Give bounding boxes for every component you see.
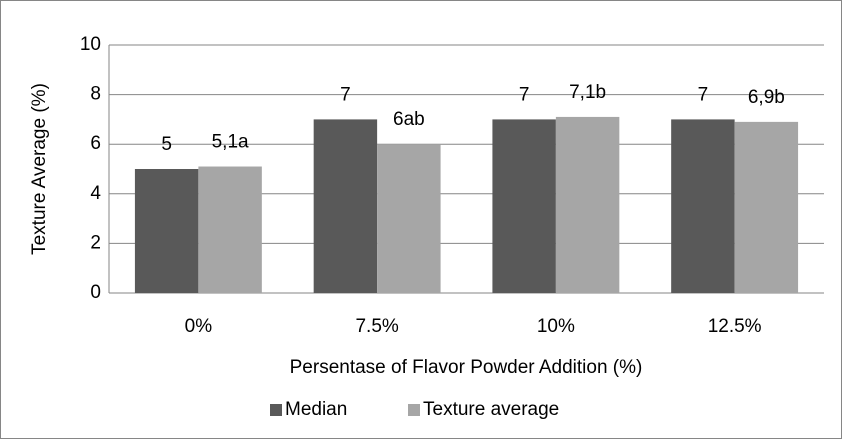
data-label: 7 xyxy=(340,84,351,105)
bar xyxy=(377,144,441,293)
legend-label: Median xyxy=(285,399,347,420)
bar xyxy=(734,121,799,293)
legend-swatch xyxy=(270,404,282,416)
x-tick-label: 0% xyxy=(185,316,213,337)
bar xyxy=(198,166,262,293)
y-tick-label: 2 xyxy=(90,232,101,253)
legend-label: Texture average xyxy=(423,399,559,420)
bar xyxy=(492,119,556,294)
y-tick-label: 6 xyxy=(90,133,101,154)
bar xyxy=(671,119,735,294)
x-tick-label: 12.5% xyxy=(708,316,762,337)
y-axis-title: Texture Average (%) xyxy=(29,83,50,255)
y-tick-label: 0 xyxy=(90,282,101,303)
data-label: 7 xyxy=(519,84,530,105)
x-axis-title: Persentase of Flavor Powder Addition (%) xyxy=(290,357,643,378)
y-tick-label: 4 xyxy=(90,183,101,204)
data-label: 7 xyxy=(698,84,709,105)
data-label: 5,1a xyxy=(212,132,249,153)
data-label: 7,1b xyxy=(569,82,606,103)
bar xyxy=(313,119,378,294)
data-label: 5 xyxy=(161,134,172,155)
y-tick-label: 10 xyxy=(80,34,101,55)
data-label: 6ab xyxy=(393,109,425,130)
x-tick-label: 7.5% xyxy=(355,316,398,337)
y-tick-label: 8 xyxy=(90,84,101,105)
bar xyxy=(555,116,620,293)
x-tick-label: 10% xyxy=(537,316,575,337)
bar xyxy=(134,169,199,293)
data-label: 6,9b xyxy=(748,87,785,108)
legend-swatch xyxy=(408,404,420,416)
